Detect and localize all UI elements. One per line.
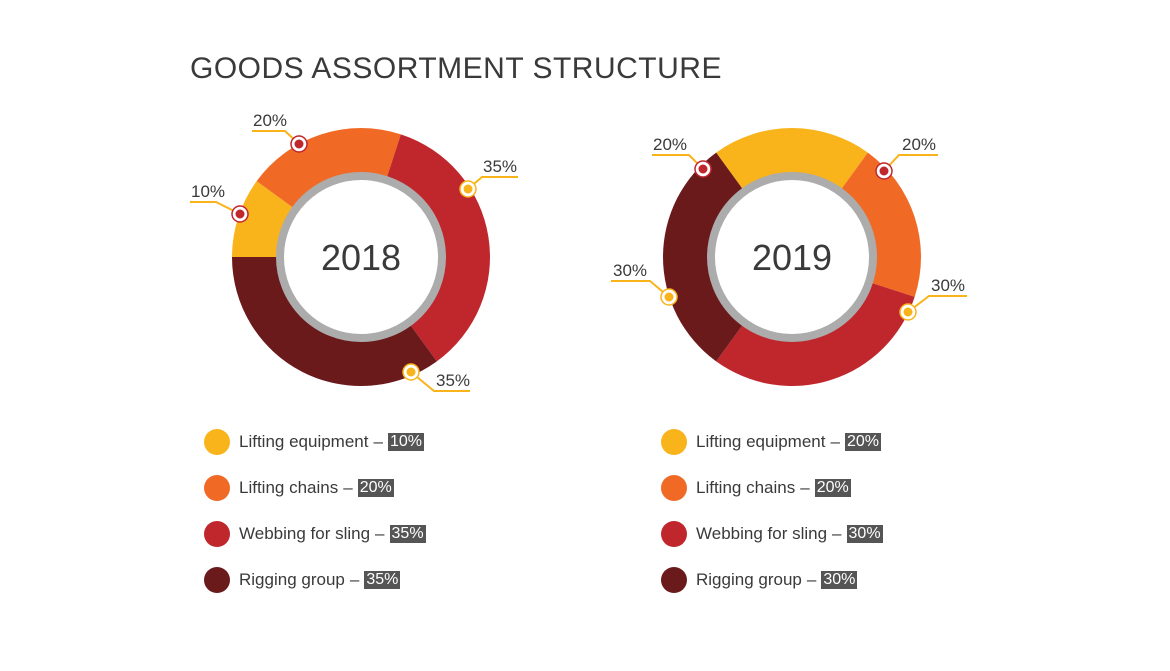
inner-ring-2018 <box>276 172 446 342</box>
legend-dash: – <box>343 478 353 497</box>
center-label-2019: 2019 <box>752 237 832 278</box>
legend-percentage-rigging-group: 30% <box>821 571 858 589</box>
callout-marker-2018-lifting-chains <box>294 139 304 149</box>
legend-dash: – <box>349 570 360 589</box>
data-label-2019-rigging-group: 30% <box>613 261 647 280</box>
chart-title: GOODS ASSORTMENT STRUCTURE <box>190 52 722 85</box>
callout-marker-2019-webbing-for-sling <box>903 307 913 317</box>
inner-ring-2019 <box>707 172 877 342</box>
legend-label-lifting-chains: Lifting chains <box>696 478 796 497</box>
legend-swatch-lifting-equipment <box>204 429 230 455</box>
legend-label-webbing-for-sling: Webbing for sling <box>239 524 371 543</box>
legend-percentage-rigging-group: 35% <box>364 571 401 589</box>
callout-marker-2019-rigging-group <box>664 292 674 302</box>
legend-item-2018-lifting-equipment: Lifting equipment –10% <box>204 428 424 456</box>
legend-label-lifting-equipment: Lifting equipment <box>239 432 369 451</box>
callout-line-2018-lifting-equipment <box>190 201 241 215</box>
legend-dash: – <box>800 478 810 497</box>
legend-item-2019-rigging-group: Rigging group –30% <box>661 566 858 594</box>
data-label-2019-webbing-for-sling: 30% <box>931 276 965 295</box>
callout-line-2019-rigging-group <box>611 280 670 298</box>
legend-item-2018-webbing-for-sling: Webbing for sling –35% <box>204 520 426 548</box>
data-label-2019-lifting-chains: 20% <box>902 135 936 154</box>
data-label-2018-rigging-group: 35% <box>436 371 470 390</box>
legend-item-2019-lifting-equipment: Lifting equipment –20% <box>661 428 881 456</box>
legend-swatch-lifting-equipment <box>661 429 687 455</box>
legend-label-rigging-group: Rigging group <box>696 570 802 589</box>
center-label-2018: 2018 <box>321 237 401 278</box>
legend-percentage-lifting-equipment: 10% <box>387 433 424 451</box>
legend-swatch-rigging-group <box>204 567 230 593</box>
legend-swatch-lifting-chains <box>204 475 230 501</box>
callout-line-2019-webbing-for-sling <box>907 295 967 313</box>
data-label-2018-webbing-for-sling: 35% <box>483 157 517 176</box>
legend-percentage-webbing-for-sling: 30% <box>846 525 883 543</box>
legend-swatch-webbing-for-sling <box>204 521 230 547</box>
legend-percentage-lifting-chains: 20% <box>357 479 394 497</box>
data-label-2019-lifting-equipment: 20% <box>653 135 687 154</box>
legend-swatch-lifting-chains <box>661 475 687 501</box>
callout-marker-2019-lifting-equipment <box>698 164 708 174</box>
legend-dash: – <box>830 432 840 451</box>
legend-2018: Lifting equipment –10% Lifting chains –20% W… <box>204 428 504 598</box>
legend-percentage-lifting-chains: 20% <box>814 479 851 497</box>
slice-2019-rigging-group <box>663 152 745 362</box>
legend-item-2018-lifting-chains: Lifting chains –20% <box>204 474 394 502</box>
legend-label-lifting-equipment: Lifting equipment <box>696 432 826 451</box>
callout-marker-2018-webbing-for-sling <box>463 184 473 194</box>
legend-2019: Lifting equipment –20% Lifting chains –20% W… <box>661 428 961 598</box>
legend-percentage-lifting-equipment: 20% <box>844 433 881 451</box>
callout-marker-2018-rigging-group <box>406 367 416 377</box>
callout-marker-2018-lifting-equipment <box>235 209 245 219</box>
legend-swatch-webbing-for-sling <box>661 521 687 547</box>
legend-dash: – <box>832 524 842 543</box>
legend-dash: – <box>375 524 385 543</box>
data-label-2018-lifting-chains: 20% <box>253 111 287 130</box>
slice-2019-lifting-chains <box>839 152 921 297</box>
legend-dash: – <box>373 432 383 451</box>
legend-swatch-rigging-group <box>661 567 687 593</box>
legend-item-2019-lifting-chains: Lifting chains –20% <box>661 474 851 502</box>
legend-dash: – <box>806 570 817 589</box>
legend-item-2019-webbing-for-sling: Webbing for sling –30% <box>661 520 883 548</box>
legend-label-rigging-group: Rigging group <box>239 570 345 589</box>
legend-item-2018-rigging-group: Rigging group –35% <box>204 566 401 594</box>
legend-label-webbing-for-sling: Webbing for sling <box>696 524 828 543</box>
data-label-2018-lifting-equipment: 10% <box>191 182 225 201</box>
callout-line-2018-rigging-group <box>410 371 470 392</box>
legend-percentage-webbing-for-sling: 35% <box>389 525 426 543</box>
callout-marker-2019-lifting-chains <box>879 166 889 176</box>
legend-label-lifting-chains: Lifting chains <box>239 478 339 497</box>
slice-2019-lifting-equipment <box>716 128 868 193</box>
